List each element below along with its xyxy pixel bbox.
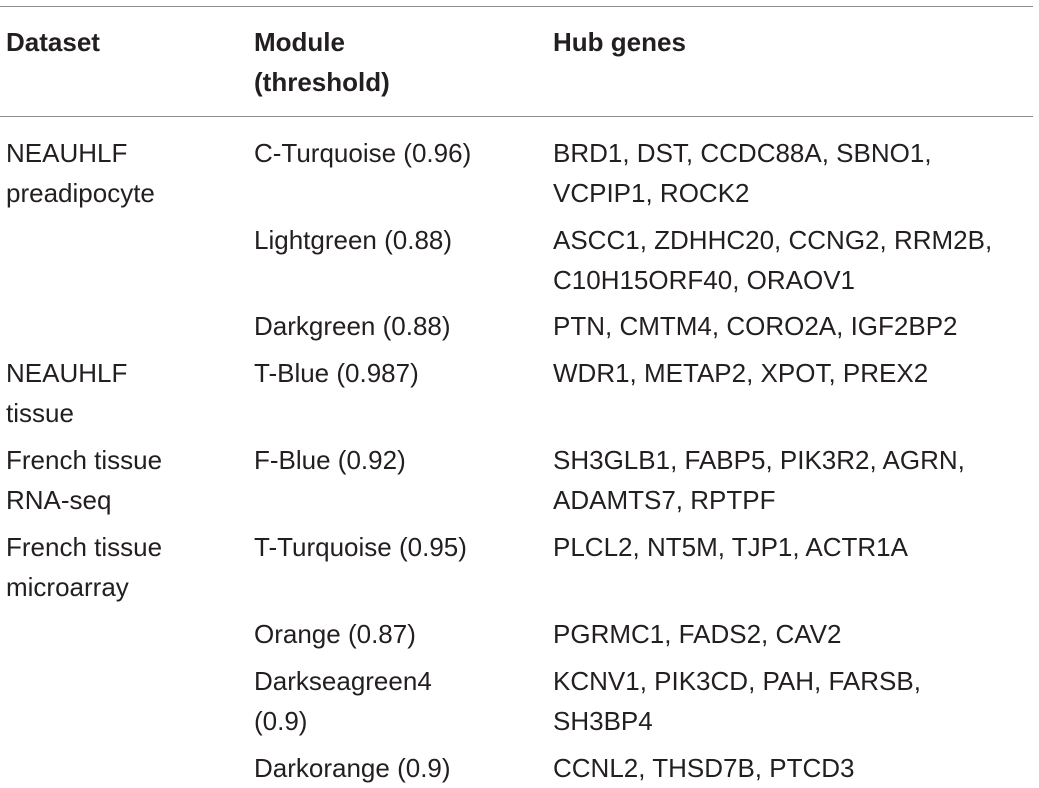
row-hub-genes: PLCL2, NT5M, TJP1, ACTR1A	[553, 532, 908, 562]
row-hub-genes: PTN, CMTM4, CORO2A, IGF2BP2	[553, 311, 958, 341]
row-dataset: NEAUHLF tissue	[6, 358, 128, 428]
row-module: Orange (0.87)	[254, 619, 416, 649]
row-hub-genes: SH3GLB1, FABP5, PIK3R2, AGRN, ADAMTS7, R…	[553, 445, 965, 515]
row-module: Darkorange (0.9)	[254, 753, 451, 783]
row-module: C-Turquoise (0.96)	[254, 138, 472, 168]
row-hub-genes: WDR1, METAP2, XPOT, PREX2	[553, 358, 929, 388]
row-hub-genes: BRD1, DST, CCDC88A, SBNO1, VCPIP1, ROCK2	[553, 138, 932, 208]
header-dataset: Dataset	[6, 27, 100, 57]
row-dataset: French tissue RNA-seq	[6, 445, 163, 515]
row-hub-genes: KCNV1, PIK3CD, PAH, FARSB, SH3BP4	[553, 666, 921, 736]
row-hub-genes: PGRMC1, FADS2, CAV2	[553, 619, 842, 649]
row-module: Darkgreen (0.88)	[254, 311, 451, 341]
row-dataset: NEAUHLF preadipocyte	[6, 138, 155, 208]
row-module: Lightgreen (0.88)	[254, 225, 453, 255]
row-module: T-Turquoise (0.95)	[254, 532, 467, 562]
row-module: T-Blue (0.987)	[254, 358, 419, 388]
row-module: Darkseagreen4 (0.9)	[254, 666, 432, 736]
row-hub-genes: ASCC1, ZDHHC20, CCNG2, RRM2B, C10H15ORF4…	[553, 225, 993, 295]
header-module: Module (threshold)	[254, 27, 390, 97]
row-hub-genes: CCNL2, THSD7B, PTCD3	[553, 753, 855, 783]
header-hub-genes: Hub genes	[553, 27, 686, 57]
row-module: F-Blue (0.92)	[254, 445, 406, 475]
header-rule	[0, 116, 1033, 117]
row-dataset: French tissue microarray	[6, 532, 163, 602]
top-rule	[0, 6, 1033, 7]
